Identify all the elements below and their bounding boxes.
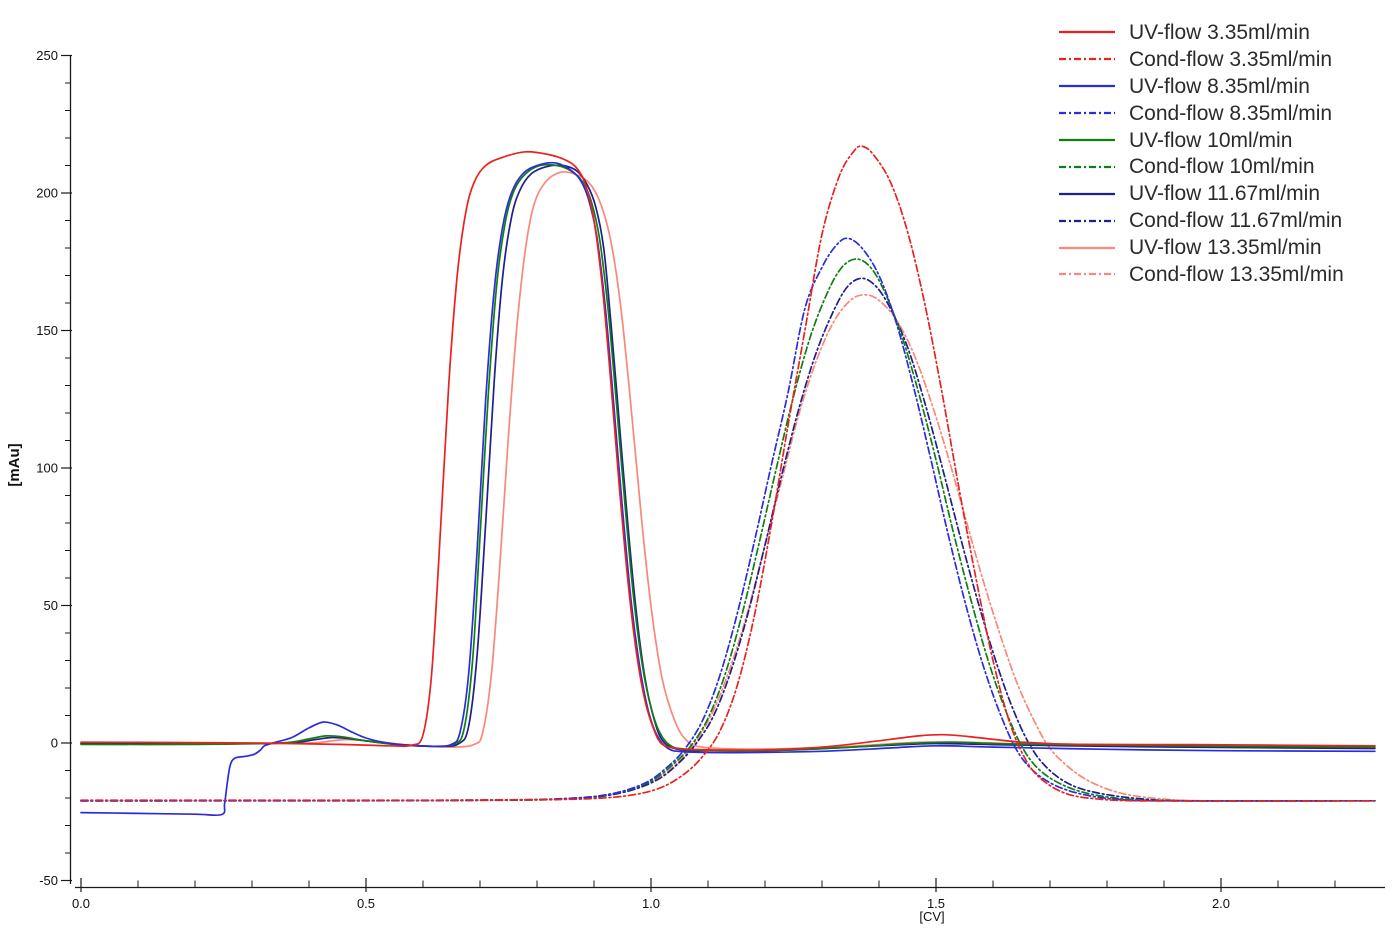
legend-dashdot-line-icon <box>1059 273 1115 276</box>
y-tick-label: 0 <box>51 736 58 751</box>
x-tick-label: 1.5 <box>927 896 945 911</box>
x-axis-label: [CV] <box>919 909 945 924</box>
series-uv-flow-8.35ml-min <box>80 161 1376 817</box>
legend-label: UV-flow 3.35ml/min <box>1129 20 1310 44</box>
legend-label: UV-flow 10ml/min <box>1129 128 1293 152</box>
legend-item: Cond-flow 13.35ml/min <box>1058 261 1344 288</box>
y-tick-label: 200 <box>36 186 58 201</box>
y-tick-label: 150 <box>36 323 58 338</box>
series-cond-flow-13.35ml-min <box>80 293 1376 802</box>
x-tick-label: 2.0 <box>1212 896 1230 911</box>
x-tick-label: 1.0 <box>642 896 660 911</box>
y-tick-label: 50 <box>44 598 58 613</box>
legend-solid-line-icon <box>1059 138 1115 142</box>
series-cond-flow-10ml-min <box>80 258 1376 802</box>
legend-item: UV-flow 13.35ml/min <box>1058 234 1344 261</box>
legend-item: Cond-flow 10ml/min <box>1058 153 1344 180</box>
legend-dashdot-line-icon <box>1059 58 1115 61</box>
legend-item: Cond-flow 3.35ml/min <box>1058 46 1344 73</box>
legend-label: UV-flow 13.35ml/min <box>1129 236 1322 260</box>
legend-item: Cond-flow 11.67ml/min <box>1058 207 1344 234</box>
y-tick-label: 100 <box>36 461 58 476</box>
legend-label: Cond-flow 8.35ml/min <box>1129 101 1333 125</box>
legend-dashdot-line-icon <box>1059 219 1115 222</box>
legend-label: Cond-flow 13.35ml/min <box>1129 262 1344 286</box>
series-uv-flow-3.35ml-min <box>80 150 1376 751</box>
legend-item: Cond-flow 8.35ml/min <box>1058 100 1344 127</box>
legend: UV-flow 3.35ml/min Cond-flow 3.35ml/min UV… <box>1058 19 1344 288</box>
legend-solid-line-icon <box>1059 246 1115 249</box>
legend-dashdot-line-icon <box>1059 165 1115 168</box>
y-tick-label: -50 <box>39 873 58 888</box>
x-tick-label: 0.0 <box>72 896 90 911</box>
series-cond-flow-11.67ml-min <box>80 277 1376 802</box>
y-tick-label: 250 <box>36 48 58 63</box>
legend-solid-line-icon <box>1059 85 1115 88</box>
legend-solid-line-icon <box>1059 192 1115 195</box>
legend-dashdot-line-icon <box>1059 112 1115 115</box>
legend-label: Cond-flow 3.35ml/min <box>1129 47 1333 71</box>
legend-item: UV-flow 11.67ml/min <box>1058 180 1344 207</box>
legend-item: UV-flow 10ml/min <box>1058 127 1344 154</box>
legend-label: UV-flow 8.35ml/min <box>1129 74 1310 98</box>
legend-label: Cond-flow 10ml/min <box>1129 155 1315 179</box>
legend-solid-line-icon <box>1059 31 1115 34</box>
legend-item: UV-flow 8.35ml/min <box>1058 73 1344 100</box>
legend-item: UV-flow 3.35ml/min <box>1058 19 1344 46</box>
legend-label: Cond-flow 11.67ml/min <box>1129 209 1343 233</box>
x-tick-label: 0.5 <box>357 896 375 911</box>
series-cond-flow-3.35ml-min <box>80 145 1376 802</box>
series-cond-flow-8.35ml-min <box>80 237 1376 802</box>
legend-label: UV-flow 11.67ml/min <box>1129 182 1321 206</box>
